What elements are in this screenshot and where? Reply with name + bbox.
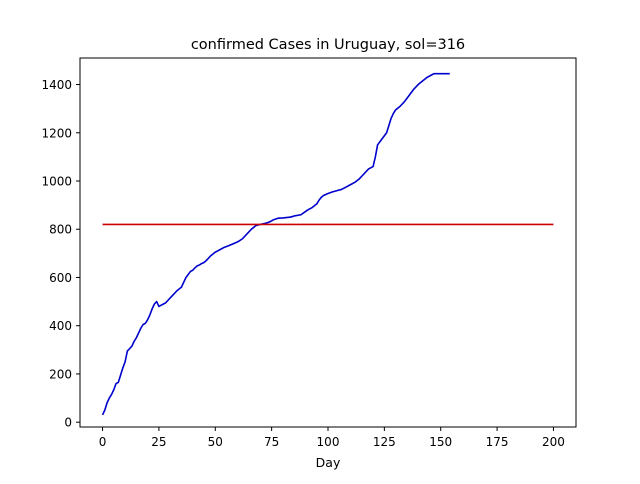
x-tick-label: 0 <box>99 435 107 449</box>
x-tick-label: 50 <box>208 435 223 449</box>
y-tick-label: 400 <box>49 319 72 333</box>
y-tick-label: 600 <box>49 271 72 285</box>
x-tick-label: 200 <box>542 435 565 449</box>
chart-title: confirmed Cases in Uruguay, sol=316 <box>191 37 465 53</box>
y-axis-ticks: 0 200 400 600 800 1000 1200 1400 <box>41 78 80 430</box>
y-tick-label: 0 <box>64 416 72 430</box>
x-tick-label: 25 <box>151 435 166 449</box>
y-tick-label: 1200 <box>41 126 72 140</box>
x-tick-label: 150 <box>429 435 452 449</box>
y-tick-label: 200 <box>49 367 72 381</box>
series-line-0 <box>101 72 450 416</box>
y-tick-label: 1000 <box>41 175 72 189</box>
x-tick-label: 125 <box>373 435 396 449</box>
x-axis-ticks: 0 25 50 75 100 125 150 175 200 <box>99 427 565 449</box>
y-tick-label: 1400 <box>41 78 72 92</box>
y-tick-label: 800 <box>49 223 72 237</box>
series-layer <box>101 72 554 416</box>
x-tick-label: 75 <box>264 435 279 449</box>
x-axis-label: Day <box>316 455 341 470</box>
x-tick-label: 100 <box>317 435 340 449</box>
x-tick-label: 175 <box>486 435 509 449</box>
plot-frame <box>79 57 577 428</box>
